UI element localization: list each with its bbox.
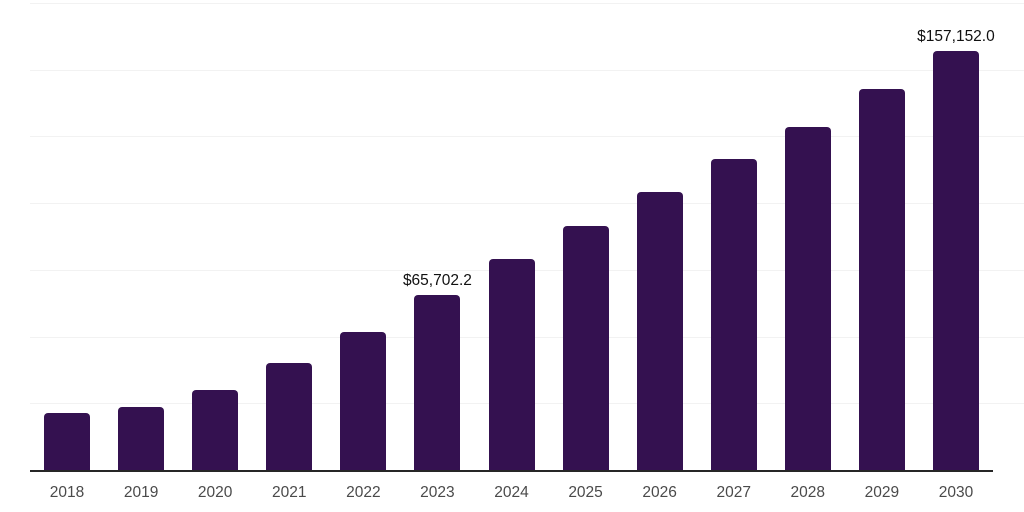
gridline-150000 xyxy=(30,69,1024,71)
bar-2018 xyxy=(44,412,91,471)
x-tick-2019: 2019 xyxy=(123,484,159,501)
x-tick-2020: 2020 xyxy=(197,484,233,501)
x-tick-2018: 2018 xyxy=(49,484,85,501)
bar-2019 xyxy=(118,406,165,471)
bar-2024 xyxy=(488,259,535,471)
bar-2030 xyxy=(932,50,979,471)
x-axis-line xyxy=(30,470,993,472)
x-tick-2023: 2023 xyxy=(420,484,455,501)
bar-2022 xyxy=(340,331,387,471)
bar-2029 xyxy=(858,88,905,471)
gridline-100000 xyxy=(30,203,1024,205)
data-label-2030: $157,152.0 xyxy=(917,27,995,45)
x-tick-2029: 2029 xyxy=(864,484,900,501)
x-tick-2028: 2028 xyxy=(790,484,826,501)
x-tick-2024: 2024 xyxy=(494,484,529,501)
x-tick-2022: 2022 xyxy=(346,484,381,501)
gridline-175000 xyxy=(30,3,1024,4)
x-tick-2025: 2025 xyxy=(568,484,603,501)
bar-2021 xyxy=(266,362,313,471)
bar-2026 xyxy=(636,192,683,471)
data-label-2023: $65,702.2 xyxy=(402,271,472,289)
bar-2023 xyxy=(414,294,461,471)
x-tick-2027: 2027 xyxy=(716,484,751,501)
x-tick-2021: 2021 xyxy=(272,484,307,501)
gridline-125000 xyxy=(30,136,1024,138)
bar-2025 xyxy=(562,226,609,471)
x-tick-2030: 2030 xyxy=(938,484,974,501)
bar-2020 xyxy=(192,390,239,471)
bar-2027 xyxy=(710,159,757,471)
x-tick-2026: 2026 xyxy=(642,484,677,501)
bar-2028 xyxy=(784,126,831,471)
